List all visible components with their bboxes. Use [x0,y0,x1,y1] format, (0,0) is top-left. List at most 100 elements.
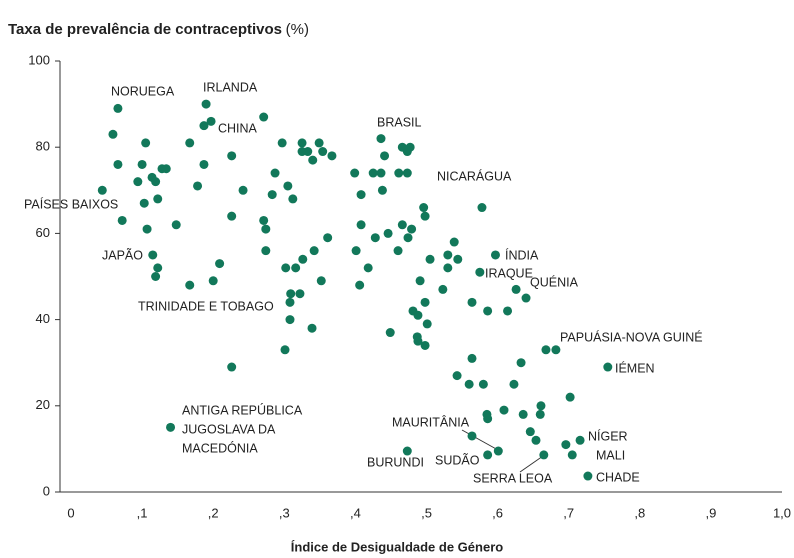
x-tick-label: ,5 [421,505,432,520]
point [565,392,575,402]
point [551,345,561,355]
point [185,280,195,290]
point [525,427,535,437]
annotation: PAÍSES BAIXOS [24,196,118,211]
point [402,168,412,178]
point [139,198,149,208]
point [368,168,378,178]
x-tick-label: ,9 [705,505,716,520]
point [541,345,551,355]
point [567,450,577,460]
point [420,211,430,221]
point [227,362,237,372]
point [453,254,463,264]
point [318,147,328,157]
point [467,297,477,307]
x-tick-label: 1,0 [773,505,791,520]
point [464,379,474,389]
annotation: MAURITÂNIA [392,414,470,429]
point [575,435,585,445]
point [535,409,545,419]
point [467,353,477,363]
point [376,168,386,178]
point [151,177,161,187]
x-tick-label: ,7 [563,505,574,520]
point [493,446,503,456]
point [316,276,326,286]
y-axis-title: Taxa de prevalência de contraceptivos (%… [8,21,309,38]
annotation: CHADE [596,470,640,484]
point [291,263,301,273]
point [478,379,488,389]
point [267,190,277,200]
annotation: BRASIL [377,115,422,129]
point [298,254,308,264]
point [477,203,487,213]
point [452,371,462,381]
point [97,185,107,195]
point [270,168,280,178]
point [518,409,528,419]
point [108,129,118,139]
point [309,246,319,256]
point [370,233,380,243]
annotation: MALI [596,448,625,462]
point [137,159,147,169]
annotation: JUGOSLAVA DA [182,422,276,436]
point [536,401,546,411]
point [511,284,521,294]
point [185,138,195,148]
point [113,159,123,169]
point [308,155,318,165]
point [377,185,387,195]
annotation: QUÉNIA [530,274,579,289]
point [314,138,324,148]
point [153,194,163,204]
x-tick-label: ,4 [350,505,361,520]
y-tick-label: 0 [43,483,50,498]
annotation: ANTIGA REPÚBLICA [182,402,303,417]
annotation: PAPUÁSIA-NOVA GUINÉ [560,329,703,344]
point [356,220,366,230]
point [277,138,287,148]
point [425,254,435,264]
point [383,228,393,238]
point [394,168,404,178]
annotation: BURUNDI [367,455,424,469]
leader-line [519,455,544,473]
point [153,263,163,273]
point [561,440,571,450]
annotation: SUDÃO [435,453,480,467]
point [227,211,237,221]
y-tick-label: 60 [36,225,50,240]
annotation: ÍNDIA [505,247,539,262]
point [422,319,432,329]
point [142,224,152,234]
point [208,276,218,286]
annotation: TRINIDADE E TOBAGO [138,299,274,313]
point [261,246,271,256]
x-tick-label: ,6 [492,505,503,520]
point [227,151,237,161]
annotation: NORUEGA [111,84,175,98]
point [113,103,123,113]
y-tick-label: 80 [36,139,50,154]
annotation: IÉMEN [615,360,655,375]
point [467,431,477,441]
x-tick-label: ,3 [279,505,290,520]
point [280,345,290,355]
point [415,276,425,286]
point [285,315,295,325]
point [405,142,415,152]
point [238,185,248,195]
point [288,194,298,204]
point [206,116,216,126]
y-unit: (%) [286,21,309,38]
point [509,379,519,389]
point [503,306,513,316]
point [141,138,151,148]
point [323,233,333,243]
annotation: JAPÃO [102,248,143,262]
point [199,159,209,169]
